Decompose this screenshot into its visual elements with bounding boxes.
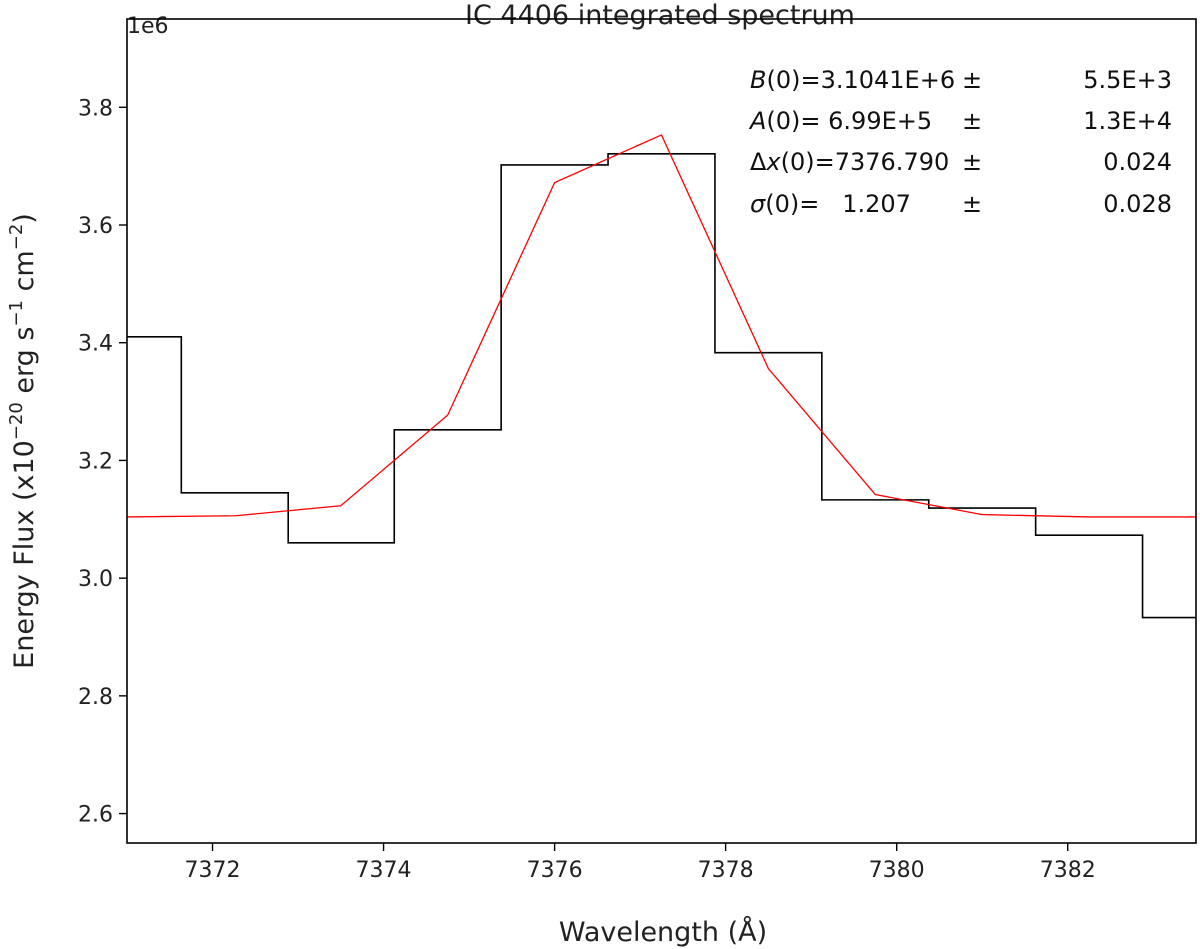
- fit-param-dx: Δx(0)=7376.790: [750, 148, 949, 176]
- y-tick-label: 2.8: [78, 685, 113, 710]
- y-axis-label-part-c: cm: [9, 250, 40, 300]
- x-axis-ticks: 7372 7374 7376 7378 7380 7382: [185, 843, 1096, 883]
- fit-param-dx-delta: Δ: [750, 148, 767, 176]
- x-axis-label: Wavelength (Å): [559, 916, 767, 948]
- fit-param-dx-value: (0)=7376.790: [781, 148, 950, 176]
- x-tick-label: 7380: [869, 858, 925, 883]
- fit-param-a-pm: ±: [962, 107, 982, 135]
- fit-parameters: B(0)=3.1041E+6 ± 5.5E+3 A(0)= 6.99E+5 ± …: [748, 66, 1172, 218]
- fit-param-b-pm: ±: [962, 66, 982, 94]
- y-tick-label: 3.4: [78, 332, 113, 357]
- y-axis-label: Energy Flux (x10−20 erg s−1 cm−2): [6, 213, 40, 669]
- y-axis-label-part-b: erg s: [9, 327, 40, 403]
- data-step-line: [127, 152, 1196, 619]
- x-tick-label: 7372: [185, 858, 241, 883]
- y-axis-label-sup-a: −20: [6, 402, 27, 440]
- fit-param-a-error: 1.3E+4: [1083, 107, 1172, 135]
- series-group: [127, 134, 1196, 619]
- chart-title: IC 4406 integrated spectrum: [465, 0, 855, 31]
- x-tick-label: 7376: [527, 858, 583, 883]
- x-tick-label: 7374: [356, 858, 412, 883]
- y-tick-label: 3.6: [78, 214, 113, 239]
- fit-param-b: B(0)=3.1041E+6: [750, 66, 955, 94]
- y-tick-label: 2.6: [78, 803, 113, 828]
- y-axis-label-sup-b: −1: [6, 300, 27, 327]
- fit-param-b-symbol: B: [750, 66, 766, 94]
- fit-param-sigma-error: 0.028: [1103, 190, 1172, 218]
- fit-param-b-error: 5.5E+3: [1083, 66, 1172, 94]
- y-axis-label-sup-c: −2: [6, 224, 27, 251]
- fit-curve-line: [127, 134, 1196, 518]
- y-tick-label: 3.8: [78, 96, 113, 121]
- y-offset-label: 1e6: [127, 14, 169, 39]
- fit-param-dx-error: 0.024: [1103, 148, 1172, 176]
- y-tick-label: 3.2: [78, 449, 113, 474]
- y-axis-label-part-d: ): [9, 213, 40, 224]
- fit-param-dx-symbol: x: [765, 148, 781, 176]
- fit-param-a: A(0)= 6.99E+5: [748, 107, 932, 135]
- fit-param-sigma-pm: ±: [962, 190, 982, 218]
- fit-param-a-symbol: A: [748, 107, 766, 135]
- fit-param-dx-pm: ±: [962, 148, 982, 176]
- axes-frame: [126, 18, 1197, 844]
- fit-param-sigma-value: (0)= 1.207: [765, 190, 911, 218]
- y-axis-label-part-a: Energy Flux (x10: [9, 440, 40, 669]
- y-tick-label: 3.0: [78, 567, 113, 592]
- fit-param-sigma: σ(0)= 1.207: [750, 190, 911, 218]
- fit-param-b-value: (0)=3.1041E+6: [766, 66, 955, 94]
- y-axis-ticks: 2.6 2.8 3.0 3.2 3.4 3.6 3.8: [78, 96, 127, 828]
- fit-param-a-value: (0)= 6.99E+5: [766, 107, 932, 135]
- plot-area: [126, 18, 1197, 844]
- fit-param-sigma-symbol: σ: [750, 190, 766, 218]
- x-tick-label: 7378: [698, 858, 754, 883]
- x-tick-label: 7382: [1040, 858, 1096, 883]
